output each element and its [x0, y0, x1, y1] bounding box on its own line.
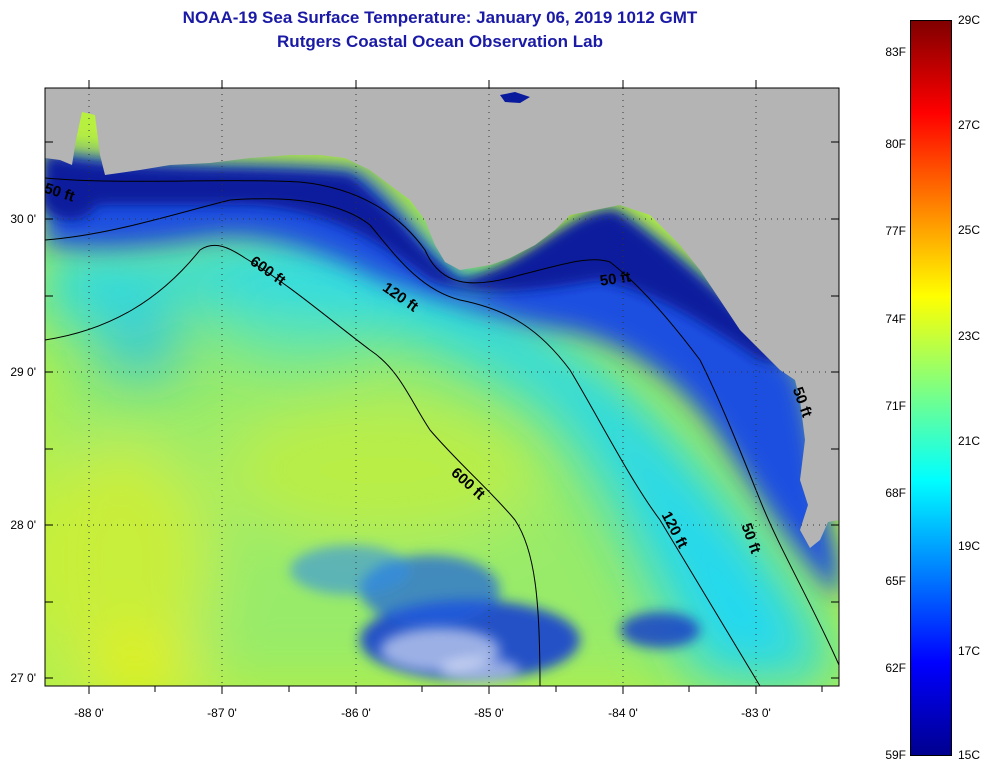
temperature-colorbar — [910, 20, 952, 756]
longitude-label: -88 0' — [74, 706, 104, 720]
colorbar-c-label: 15C — [958, 748, 981, 762]
longitude-label: -83 0' — [741, 706, 771, 720]
colorbar-f-label: 62F — [885, 661, 906, 675]
contour-50ft-west — [45, 177, 839, 666]
colorbar-f-label: 59F — [885, 748, 906, 762]
longitude-label: -86 0' — [341, 706, 371, 720]
latitude-label: 29 0' — [10, 365, 36, 379]
colorbar-f-label: 71F — [885, 399, 906, 413]
bay-water — [500, 92, 530, 103]
contour-label: 50 ft — [599, 269, 632, 290]
cloud-white-speckle — [380, 628, 520, 682]
colorbar-f-label: 83F — [885, 45, 906, 59]
latitude-label: 30 0' — [10, 212, 36, 226]
longitude-label: -84 0' — [608, 706, 638, 720]
colorbar-f-label: 65F — [885, 574, 906, 588]
deep-blue-water — [45, 155, 790, 365]
longitude-label: -87 0' — [207, 706, 237, 720]
land — [45, 88, 839, 548]
map-frame — [44, 87, 840, 687]
colorbar-f-label: 68F — [885, 486, 906, 500]
colorbar-c-label: 27C — [958, 118, 981, 132]
colorbar-c-label: 21C — [958, 434, 981, 448]
colorbar-c-label: 25C — [958, 223, 981, 237]
map-title: NOAA-19 Sea Surface Temperature: January… — [182, 8, 698, 27]
colorbar-c-label: 23C — [958, 329, 981, 343]
map-subtitle: Rutgers Coastal Ocean Observation Lab — [277, 32, 603, 51]
latitude-label: 28 0' — [10, 518, 36, 532]
latitude-label: 27 0' — [10, 671, 36, 685]
contour-120ft — [45, 198, 761, 686]
cyan-water — [45, 230, 839, 686]
colorbar-f-label: 77F — [885, 224, 906, 238]
contour-600ft — [45, 245, 541, 686]
colorbar-c-label: 17C — [958, 644, 981, 658]
graticule — [45, 88, 839, 686]
longitude-label: -85 0' — [474, 706, 504, 720]
colorbar-f-label: 74F — [885, 312, 906, 326]
colorbar-c-label: 29C — [958, 13, 981, 27]
colorbar-c-label: 19C — [958, 539, 981, 553]
colorbar-f-label: 80F — [885, 137, 906, 151]
depth-contours — [45, 177, 839, 686]
axis-ticks — [45, 80, 839, 694]
